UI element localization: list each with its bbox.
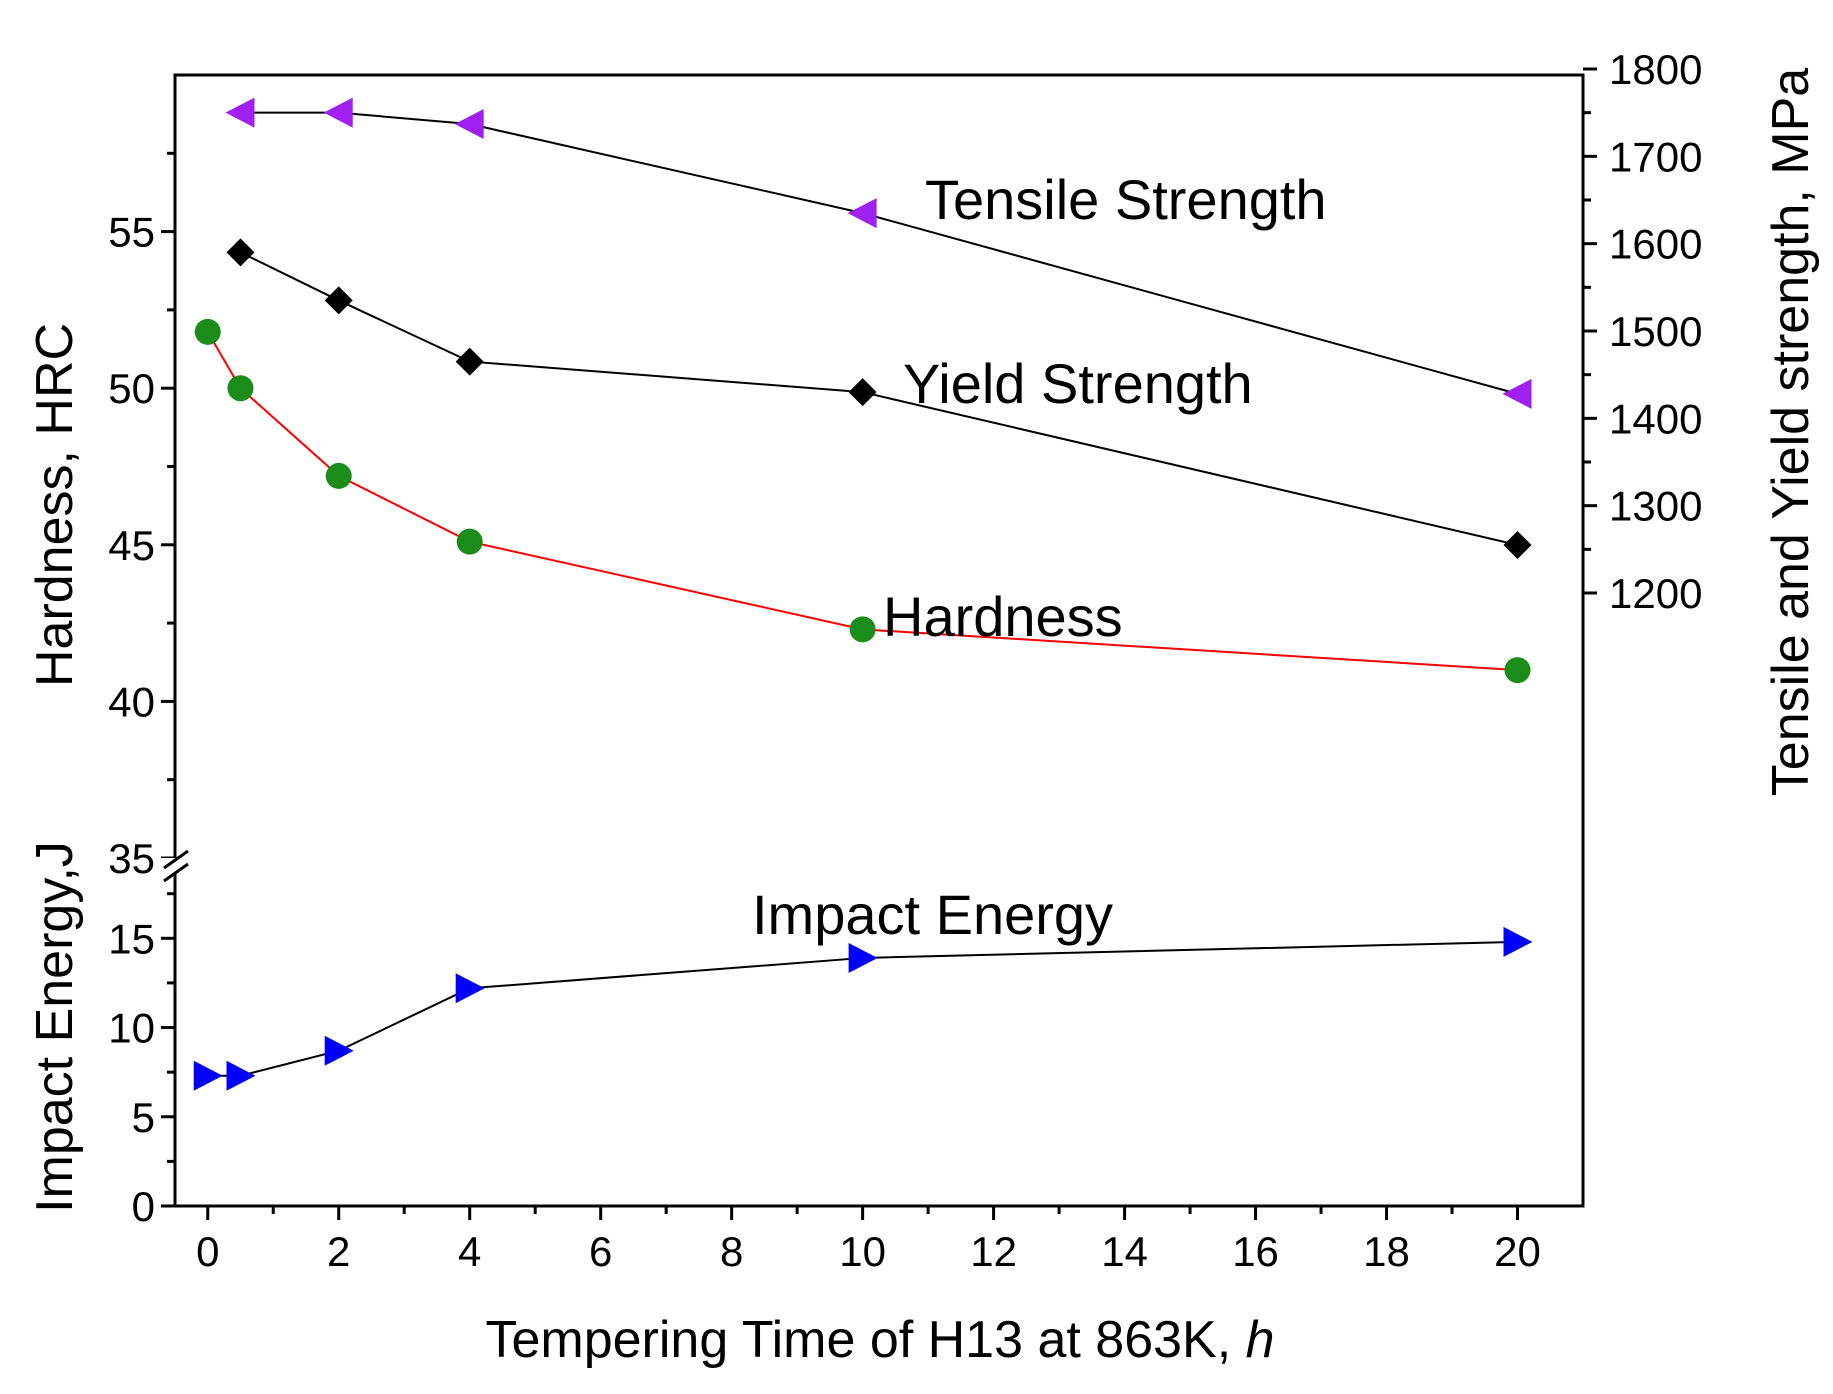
hardness-tick-label: 55 <box>108 209 155 256</box>
yield-strength-point <box>1503 530 1532 559</box>
impact-energy-point <box>226 1060 256 1091</box>
tensile-strength-point <box>847 198 877 229</box>
strength-tick-label: 1800 <box>1609 46 1702 93</box>
strength-tick-label: 1300 <box>1609 483 1702 530</box>
yield-strength-point <box>848 378 877 407</box>
hardness-point <box>325 462 352 489</box>
impact-energy-point <box>455 973 485 1004</box>
hardness-tick-label: 50 <box>108 365 155 412</box>
impact-energy-point <box>848 942 878 973</box>
yield-strength-point <box>324 286 353 315</box>
x-tick-label: 12 <box>970 1228 1017 1275</box>
hardness-point <box>456 528 483 555</box>
x-tick-label: 14 <box>1101 1228 1148 1275</box>
x-tick-label: 8 <box>720 1228 743 1275</box>
impact-tick-label: 15 <box>108 915 155 962</box>
tensile-strength-point <box>323 97 353 128</box>
yield-strength-line <box>240 251 1518 546</box>
x-tick-label: 10 <box>839 1228 886 1275</box>
plot-frame <box>173 73 1585 1208</box>
axis-tick-labels: 0 2 4 6 8 10 12 14 16 18 20 35 40 45 50 55 0 5 10 15 1200 130… <box>108 46 1702 1275</box>
tensile-strength-point <box>225 97 255 128</box>
x-tick-label: 18 <box>1363 1228 1410 1275</box>
strength-tick-label: 1700 <box>1609 133 1702 180</box>
y-axis-title-impact-energy: Impact Energy,J <box>26 841 84 1213</box>
x-axis-title: Tempering Time of H13 at 863K, h <box>485 1311 1274 1369</box>
hardness-tick-label: 40 <box>108 678 155 725</box>
x-tick-label: 20 <box>1494 1228 1541 1275</box>
strength-tick-label: 1500 <box>1609 308 1702 355</box>
impact-energy-point <box>1503 926 1533 957</box>
y-axis-title-hardness: Hardness, HRC <box>26 323 84 687</box>
axis-ticks <box>161 67 1597 1220</box>
yield-strength-point <box>226 238 255 267</box>
hardness-tick-label: 35 <box>108 835 155 882</box>
x-tick-label: 0 <box>196 1228 219 1275</box>
x-tick-label: 4 <box>458 1228 481 1275</box>
tensile-strength-line <box>240 111 1518 395</box>
y-axis-title-strength: Tensile and Yield strength, MPa <box>1762 68 1820 797</box>
hardness-point <box>227 375 254 402</box>
series-markers <box>193 97 1533 1091</box>
tensile-strength-point <box>454 109 484 140</box>
hardness-point <box>1504 657 1531 684</box>
tensile-strength-point <box>1502 378 1532 409</box>
strength-tick-label: 1400 <box>1609 395 1702 442</box>
impact-tick-label: 0 <box>132 1183 155 1230</box>
impact-tick-label: 10 <box>108 1005 155 1052</box>
strength-tick-label: 1200 <box>1609 570 1702 617</box>
x-tick-label: 16 <box>1232 1228 1279 1275</box>
annotation-tensile-strength: Tensile Strength <box>925 168 1327 231</box>
annotation-hardness: Hardness <box>883 585 1123 648</box>
strength-tick-label: 1600 <box>1609 221 1702 268</box>
annotation-yield-strength: Yield Strength <box>903 352 1253 415</box>
hardness-point <box>849 616 876 643</box>
yield-strength-point <box>455 347 484 376</box>
impact-energy-point <box>324 1035 354 1066</box>
impact-energy-point <box>193 1060 223 1091</box>
annotation-impact-energy: Impact Energy <box>752 883 1113 946</box>
impact-tick-label: 5 <box>132 1094 155 1141</box>
axis-break <box>160 849 192 883</box>
x-tick-label: 2 <box>327 1228 350 1275</box>
x-tick-label: 6 <box>589 1228 612 1275</box>
hardness-point <box>194 318 221 345</box>
hardness-tick-label: 45 <box>108 522 155 569</box>
